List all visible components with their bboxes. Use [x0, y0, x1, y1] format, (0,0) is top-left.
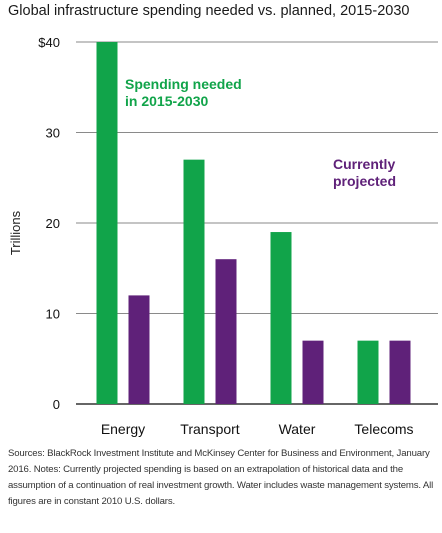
- bar-needed: [357, 340, 379, 404]
- x-category-label: Telecoms: [354, 421, 413, 437]
- y-tick-label: 10: [46, 307, 60, 322]
- y-tick-label: 0: [53, 397, 60, 412]
- bar-chart: 0 10 20 30 $40 Trillions Energy Transport Water T…: [8, 35, 438, 437]
- legend-needed-label: Spending needed in 2015-2030: [125, 76, 242, 109]
- source-note: Sources: BlackRock Investment Institute …: [8, 448, 434, 507]
- x-category-label: Water: [279, 421, 316, 437]
- y-tick-label: $40: [38, 35, 60, 50]
- y-axis-label: Trillions: [8, 210, 23, 255]
- bar-projected: [302, 340, 324, 404]
- bar-needed: [183, 159, 205, 404]
- bar-needed: [96, 42, 118, 404]
- y-tick-label: 30: [46, 126, 60, 141]
- chart-title: Global infrastructure spending needed vs…: [8, 3, 410, 19]
- bar-needed: [270, 232, 292, 404]
- x-category-label: Energy: [101, 421, 145, 437]
- bar-projected: [389, 340, 411, 404]
- bar-projected: [215, 259, 237, 404]
- legend-projected-label: Currently projected: [333, 156, 396, 189]
- bar-projected: [128, 295, 150, 404]
- x-category-label: Transport: [180, 421, 240, 437]
- y-tick-label: 20: [46, 216, 60, 231]
